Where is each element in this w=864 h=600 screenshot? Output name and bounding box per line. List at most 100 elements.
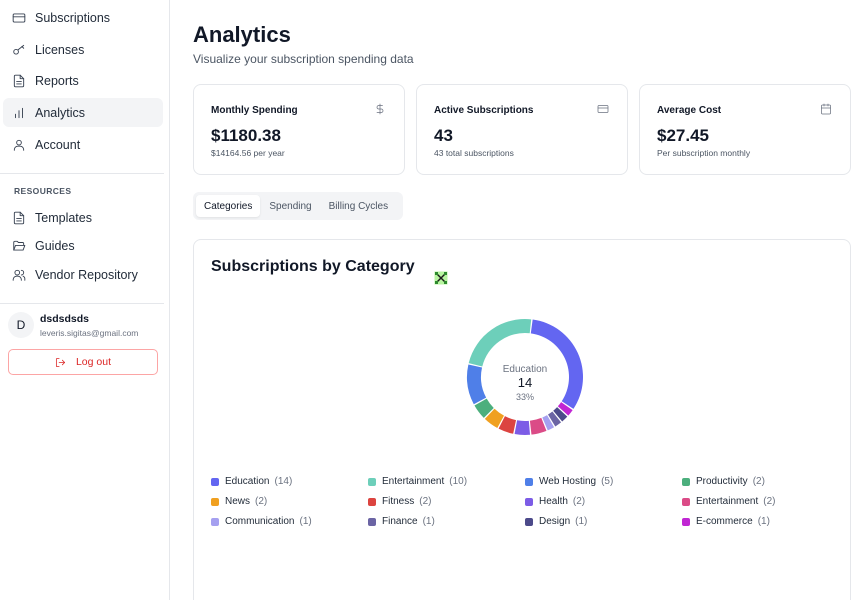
key-icon [12, 43, 26, 57]
sidebar-item-label: Guides [35, 238, 75, 253]
legend-swatch [211, 497, 219, 506]
legend-swatch [525, 497, 533, 506]
donut-slice-health[interactable] [514, 420, 531, 435]
calendar-icon [820, 103, 832, 115]
legend-label: Education [225, 476, 270, 487]
legend-item[interactable]: Entertainment (2) [682, 496, 776, 507]
donut-slice-e-commerce[interactable] [557, 402, 573, 416]
sidebar-item-label: Templates [35, 210, 92, 225]
folder-open-icon [12, 239, 26, 253]
analytics-tabs: Categories Spending Billing Cycles [193, 192, 403, 220]
legend-item[interactable]: E-commerce (1) [682, 516, 770, 527]
monthly-spending-card: Monthly Spending $1180.38 $14164.56 per … [193, 84, 405, 175]
page-subtitle: Visualize your subscription spending dat… [193, 52, 414, 66]
sidebar-item-label: Licenses [35, 42, 85, 57]
donut-slice-productivity[interactable] [474, 398, 494, 418]
user-email: leveris.sigitas@gmail.com [40, 327, 139, 338]
legend-count: (10) [449, 476, 468, 487]
legend-count: (2) [572, 496, 586, 507]
legend-swatch [368, 497, 376, 506]
legend-item[interactable]: Education (14) [211, 476, 292, 487]
legend-item[interactable]: Productivity (2) [682, 476, 765, 487]
avatar: D [8, 312, 34, 338]
stat-label: Monthly Spending [211, 105, 298, 116]
donut-slice-fitness[interactable] [498, 416, 517, 434]
sidebar-item-vendor-repository[interactable]: Vendor Repository [3, 260, 163, 289]
legend-label: Health [539, 496, 568, 507]
legend-count: (5) [601, 476, 614, 487]
tab-billing-cycles[interactable]: Billing Cycles [328, 200, 389, 212]
donut-slice-design[interactable] [553, 407, 568, 422]
stat-label: Average Cost [657, 105, 722, 116]
bar-chart-icon [12, 106, 26, 120]
category-chart-card: Subscriptions by Category Education 14 3… [193, 239, 851, 600]
sidebar-item-label: Vendor Repository [35, 267, 138, 282]
donut-center-label: Education [503, 364, 547, 375]
legend-swatch [525, 477, 533, 486]
active-subscriptions-card: Active Subscriptions 43 43 total subscri… [416, 84, 628, 175]
donut-slice-web-hosting[interactable] [467, 364, 487, 405]
logout-button[interactable]: Log out [8, 349, 158, 375]
card-icon [597, 103, 609, 115]
user-profile: D dsdsdsds leveris.sigitas@gmail.com [8, 312, 138, 338]
sidebar-divider [0, 173, 164, 174]
legend-label: Communication [225, 516, 295, 527]
legend-count: (2) [419, 496, 432, 507]
legend-count: (1) [422, 516, 435, 527]
donut-slice-education[interactable] [530, 319, 583, 409]
legend-swatch [211, 477, 219, 486]
donut-slice-communication[interactable] [542, 415, 555, 431]
dollar-icon [374, 103, 386, 115]
legend-label: Web Hosting [539, 476, 597, 487]
user-icon [12, 138, 26, 152]
donut-slice-finance[interactable] [547, 411, 562, 427]
sidebar-item-label: Reports [35, 73, 79, 88]
legend-item[interactable]: Finance (1) [368, 516, 435, 527]
legend-swatch [525, 517, 533, 526]
donut-slice-entertainment[interactable] [468, 319, 532, 367]
legend-item[interactable]: Communication (1) [211, 516, 312, 527]
tab-categories[interactable]: Categories [196, 195, 261, 217]
legend-item[interactable]: Health (2) [525, 496, 585, 507]
user-name: dsdsdsds [40, 312, 90, 325]
sidebar-item-analytics[interactable]: Analytics [3, 98, 163, 127]
sidebar-item-account[interactable]: Account [3, 130, 163, 159]
tab-spending[interactable]: Spending [269, 200, 312, 212]
sidebar-item-subscriptions[interactable]: Subscriptions [3, 3, 163, 32]
legend-swatch [682, 497, 690, 506]
legend-swatch [682, 517, 690, 526]
legend-swatch [682, 477, 690, 486]
stat-label: Active Subscriptions [434, 105, 534, 116]
file-icon [12, 211, 26, 225]
legend-label: E-commerce [696, 516, 753, 527]
sidebar-divider [0, 303, 164, 304]
sidebar-item-licenses[interactable]: Licenses [3, 35, 163, 64]
donut-center-value: 14 [518, 375, 532, 390]
stat-value: 43 [434, 126, 453, 145]
legend-label: Entertainment [382, 476, 445, 487]
legend-item[interactable]: Entertainment (10) [368, 476, 467, 487]
move-handle-icon[interactable] [434, 271, 448, 285]
sidebar: Subscriptions Licenses Reports Analytics… [0, 0, 170, 600]
resources-section-label: RESOURCES [14, 186, 72, 196]
legend-item[interactable]: Fitness (2) [368, 496, 431, 507]
sidebar-item-reports[interactable]: Reports [3, 66, 163, 95]
legend-count: (1) [299, 516, 312, 527]
legend-count: (2) [763, 496, 776, 507]
chart-title: Subscriptions by Category [211, 258, 415, 275]
stat-sub: Per subscription monthly [657, 148, 751, 158]
legend-item[interactable]: News (2) [211, 496, 267, 507]
donut-slice-news[interactable] [484, 408, 504, 428]
legend-item[interactable]: Web Hosting (5) [525, 476, 613, 487]
legend-label: Fitness [382, 496, 415, 507]
stat-sub: $14164.56 per year [211, 148, 285, 158]
sidebar-item-guides[interactable]: Guides [3, 231, 163, 260]
legend-item[interactable]: Design (1) [525, 516, 587, 527]
legend-label: Productivity [696, 476, 748, 487]
page-title: Analytics [193, 22, 291, 47]
donut-slice-entertainment[interactable] [529, 417, 547, 435]
legend-swatch [368, 477, 376, 486]
legend-count: (1) [575, 516, 588, 527]
sidebar-item-templates[interactable]: Templates [3, 203, 163, 232]
logout-icon [55, 357, 65, 367]
